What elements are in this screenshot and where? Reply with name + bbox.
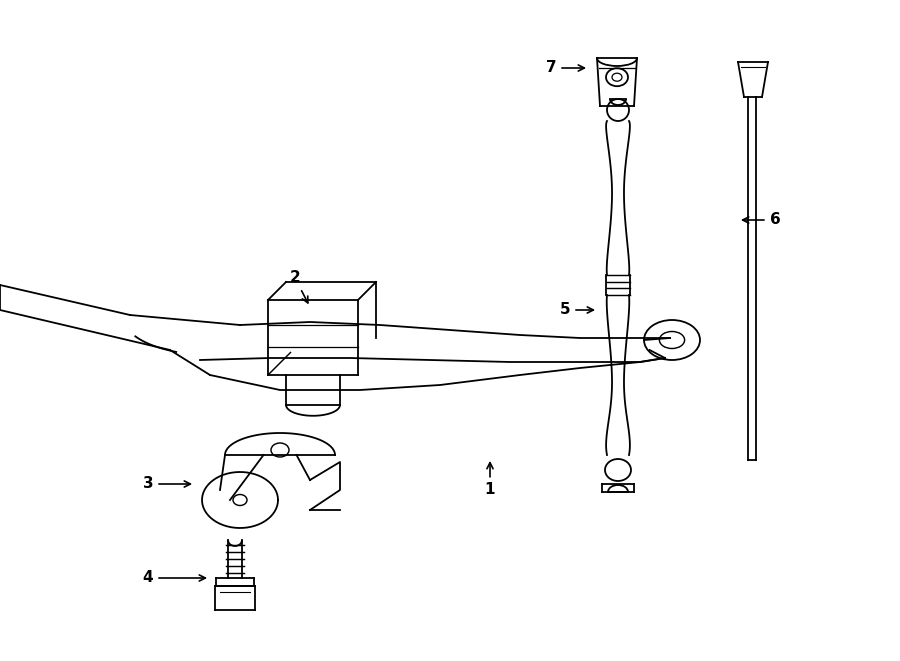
Text: 3: 3 bbox=[143, 477, 191, 492]
Text: 6: 6 bbox=[742, 212, 780, 227]
Text: 7: 7 bbox=[545, 61, 584, 75]
Text: 4: 4 bbox=[143, 570, 205, 586]
Text: 2: 2 bbox=[290, 270, 308, 303]
Text: 1: 1 bbox=[485, 463, 495, 498]
Text: 5: 5 bbox=[560, 303, 593, 317]
